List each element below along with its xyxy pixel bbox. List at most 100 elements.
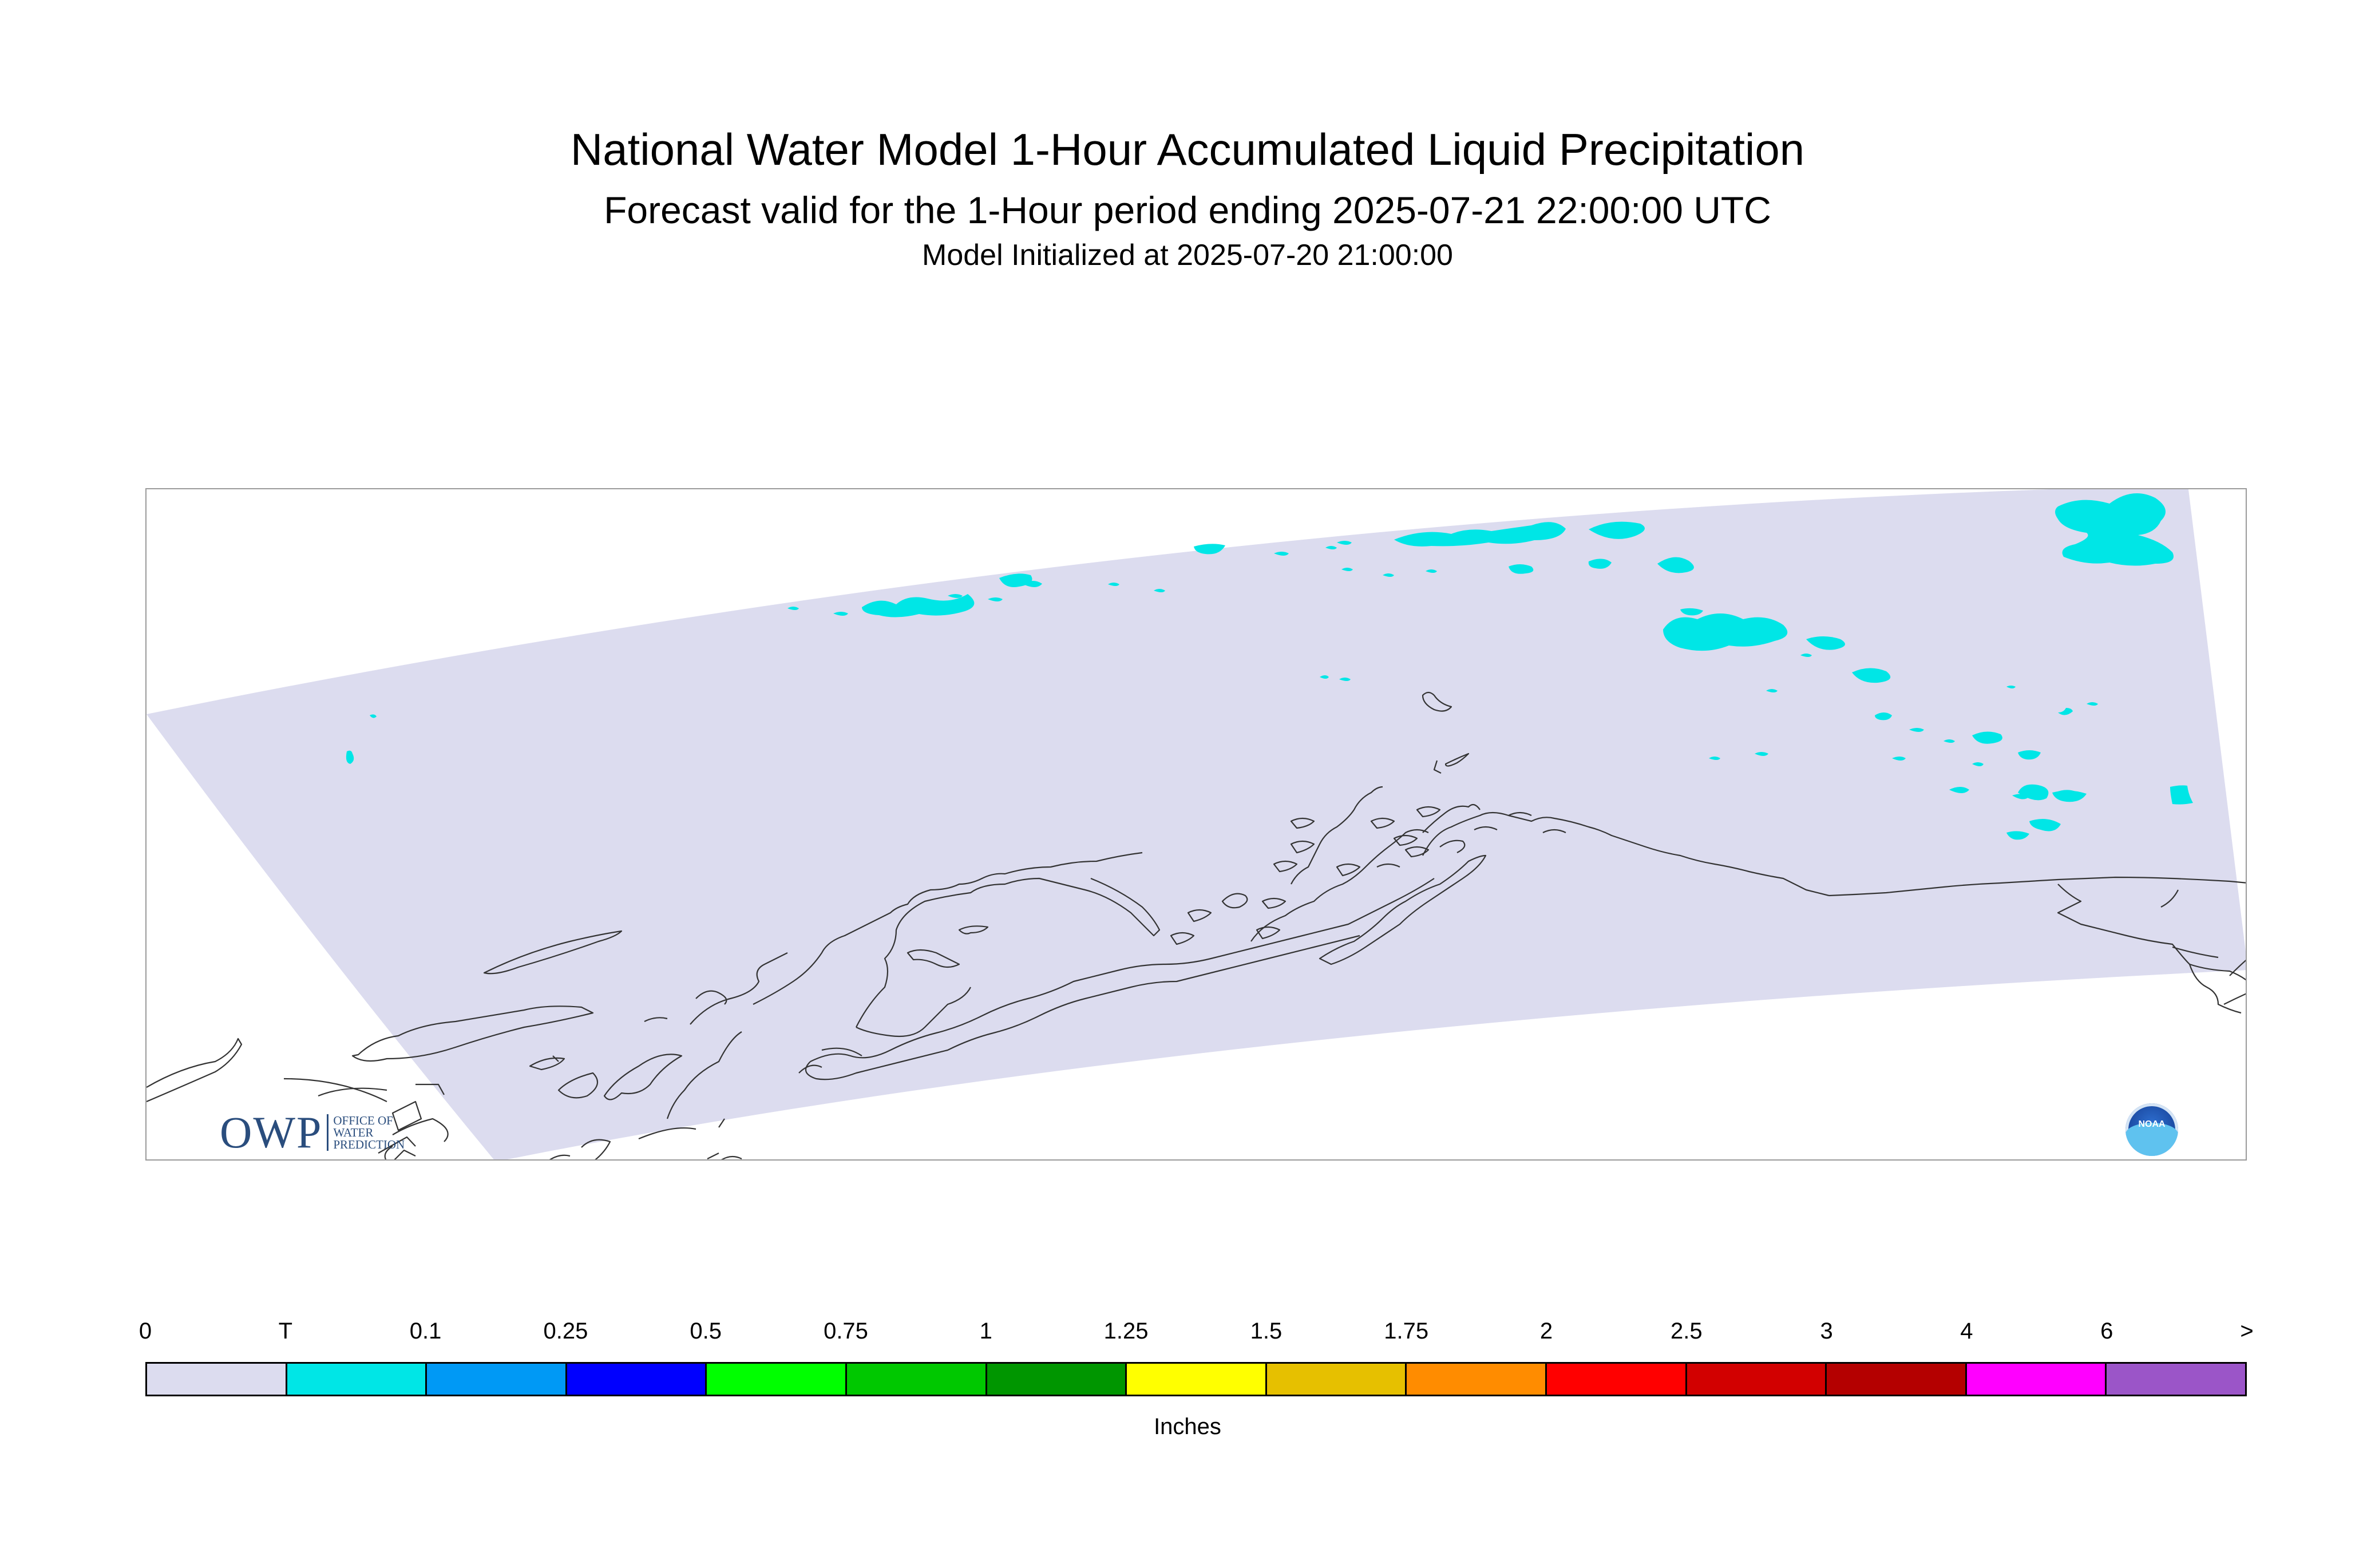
- coastline: [549, 1154, 571, 1159]
- coastline: [1290, 817, 1315, 829]
- legend-label: 0.75: [824, 1318, 868, 1344]
- owp-letters: OWP: [220, 1107, 323, 1157]
- coastline: [1433, 760, 1442, 774]
- coastline: [798, 1064, 822, 1074]
- precip-patch: [1154, 589, 1165, 592]
- precip-patch: [1657, 557, 1694, 573]
- precip-patch: [2055, 493, 2174, 566]
- legend-colorbar: [145, 1362, 2247, 1396]
- coastline: [1336, 863, 1361, 877]
- precip-patch: [988, 597, 1003, 601]
- coastline: [1256, 926, 1281, 940]
- precip-patch: [1943, 739, 1955, 743]
- legend-swatch: [845, 1364, 985, 1395]
- precip-patch: [2018, 784, 2049, 801]
- precip-patch: [1108, 583, 1119, 586]
- coastline: [856, 877, 1161, 1028]
- owp-line-2: WATER: [333, 1125, 374, 1139]
- map-panel: [145, 488, 2247, 1161]
- precip-patch: [1274, 552, 1289, 556]
- legend-label: 1.25: [1103, 1318, 1149, 1344]
- coastline: [805, 935, 1360, 1080]
- precip-patch: [1394, 522, 1566, 547]
- legend-swatch: [1405, 1364, 1545, 1395]
- coastline: [283, 1078, 387, 1102]
- owp-agency-name: OFFICE OF WATER PREDICTION: [333, 1114, 405, 1151]
- legend-swatch: [1545, 1364, 1685, 1395]
- legend-swatch: [147, 1364, 286, 1395]
- precip-patch: [2029, 819, 2061, 831]
- precip-patch: [1909, 728, 1924, 732]
- precip-patch: [2006, 686, 2016, 688]
- precip-patch: [2087, 702, 2098, 706]
- coastline: [1393, 834, 1418, 846]
- coastline: [1444, 753, 1470, 767]
- precip-patch: [862, 594, 975, 617]
- coastlines: [147, 691, 2246, 1159]
- coastline: [690, 952, 788, 1025]
- legend-swatch: [985, 1364, 1126, 1395]
- coastline: [1187, 909, 1212, 922]
- coastline: [666, 1031, 742, 1119]
- legend-label: 0.1: [409, 1318, 442, 1344]
- coastline: [1170, 932, 1195, 945]
- coastline: [394, 1149, 416, 1159]
- owp-line-3: PREDICTION: [333, 1137, 405, 1151]
- coastline: [384, 1146, 393, 1159]
- legend-label: 2.5: [1670, 1318, 1703, 1344]
- model-init-line: Model Initialized at 2025-07-20 21:00:00: [922, 239, 1453, 272]
- legend-label: 2: [1539, 1318, 1553, 1344]
- coastline: [810, 878, 1435, 1062]
- precip-patch: [1852, 668, 1891, 683]
- legend-label: T: [278, 1318, 293, 1344]
- precip-patch: [1325, 546, 1337, 549]
- coastline: [695, 990, 727, 1005]
- legend-swatch: [705, 1364, 845, 1395]
- coastline: [1221, 893, 1248, 909]
- coastline: [552, 1055, 559, 1062]
- coastline: [1370, 817, 1395, 829]
- coastline: [2057, 884, 2246, 981]
- coastline: [1422, 811, 1830, 897]
- legend-label: 0.5: [690, 1318, 722, 1344]
- precip-patch: [370, 714, 377, 718]
- forecast-valid-subtitle: Forecast valid for the 1-Hour period end…: [604, 189, 1771, 231]
- coastline: [147, 1038, 243, 1103]
- coastline: [603, 1054, 683, 1100]
- coastline: [1404, 846, 1430, 858]
- coastline: [1828, 876, 2246, 897]
- coastline: [1416, 806, 1441, 818]
- legend-swatch: [1685, 1364, 1826, 1395]
- legend-unit: Inches: [1154, 1414, 1221, 1439]
- coastline: [1376, 863, 1400, 868]
- precip-areas: [346, 493, 2193, 840]
- coastline: [378, 1136, 416, 1154]
- precip-patch: [787, 607, 799, 610]
- coastline: [415, 1083, 445, 1095]
- precip-patch: [1588, 559, 1612, 569]
- precip-patch: [346, 750, 354, 764]
- legend-swatch: [565, 1364, 706, 1395]
- precip-patch: [1766, 689, 1778, 692]
- precip-patch: [1806, 636, 1845, 650]
- precip-patch: [1709, 757, 1720, 760]
- coastline: [391, 1100, 422, 1131]
- coastline: [1319, 854, 1487, 965]
- precip-patch: [1337, 541, 1352, 545]
- coastline: [1290, 840, 1315, 854]
- legend-label: 1: [979, 1318, 992, 1344]
- precip-patch: [1972, 762, 1984, 766]
- coastline: [2160, 889, 2179, 908]
- precip-patch: [1755, 752, 1768, 756]
- coastline: [707, 1153, 719, 1159]
- legend-labels: 0 T 0.1 0.25 0.5 0.75 1 1.25 1.5 1.75 2 2.5 3 4 6 >: [139, 1318, 2254, 1354]
- coastline: [644, 1017, 668, 1022]
- coastline: [1474, 826, 1498, 830]
- legend-swatch: [1825, 1364, 1965, 1395]
- legend-label: 6: [2100, 1318, 2113, 1344]
- legend-label: 1.5: [1250, 1318, 1282, 1344]
- precip-patch: [1800, 654, 1812, 657]
- coastline: [1422, 691, 1452, 712]
- precip-patch: [1680, 608, 1703, 616]
- coastline: [2172, 946, 2219, 959]
